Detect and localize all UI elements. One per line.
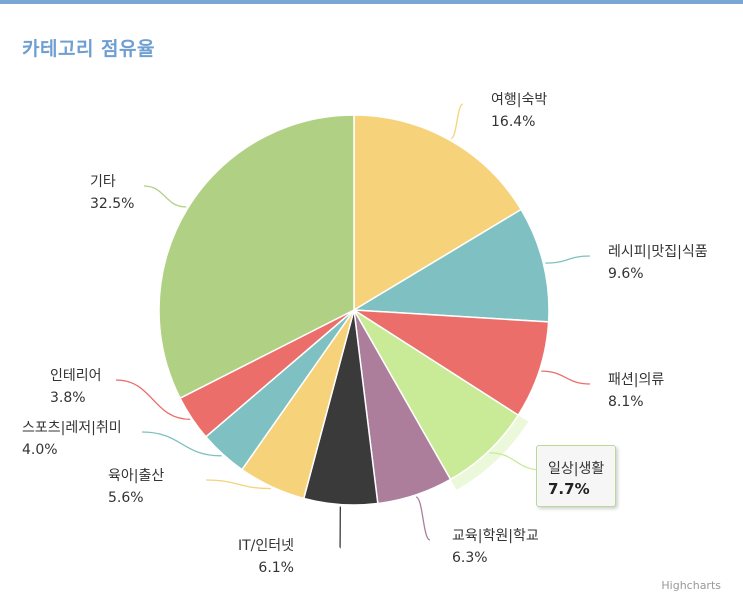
tooltip-value: 7.7% [548, 480, 615, 498]
slice-label-name: 레시피|맛집|식품 [608, 244, 708, 260]
slice-tooltip: 일상|생활 7.7% [536, 445, 616, 507]
pie-slices [159, 115, 549, 505]
slice-label-name: 교육|학원|학교 [452, 528, 539, 544]
slice-label-name: IT/인터넷 [238, 538, 294, 554]
slice-label-percent: 9.6% [608, 266, 644, 282]
slice-label-name: 육아|출산 [108, 468, 164, 484]
slice-label-percent: 3.8% [50, 390, 86, 406]
slice-label-name: 여행|숙박 [491, 92, 547, 108]
slice-label-percent: 4.0% [22, 442, 58, 458]
slice-label-name: 패션|의류 [608, 372, 664, 388]
slice-label-percent: 8.1% [608, 394, 644, 410]
label-connector [541, 371, 590, 384]
label-connector [451, 104, 463, 139]
label-connector [545, 256, 590, 263]
slice-label-percent: 16.4% [491, 114, 535, 130]
tooltip-name: 일상|생활 [548, 458, 615, 478]
slice-label-percent: 6.1% [258, 560, 294, 576]
slice-label-percent: 5.6% [108, 490, 144, 506]
slice-label-name: 기타 [90, 174, 116, 190]
slice-label-percent: 6.3% [452, 550, 488, 566]
slice-label-name: 스포츠|레저|취미 [22, 420, 122, 436]
label-connector [144, 186, 186, 207]
label-connector [416, 497, 430, 540]
slice-label-percent: 32.5% [90, 196, 134, 212]
slice-label-name: 인테리어 [50, 368, 102, 384]
